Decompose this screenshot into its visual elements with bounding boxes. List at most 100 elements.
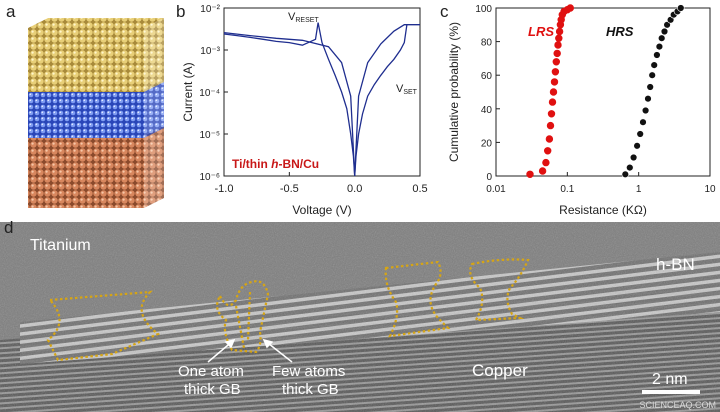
gb-outline-3 <box>384 260 451 338</box>
lrs-data-point <box>566 4 575 12</box>
hrs-data-point <box>641 106 650 115</box>
scale-bar-label: 2 nm <box>652 371 688 388</box>
lrs-data-point <box>551 68 560 76</box>
lrs-data-point <box>545 135 554 143</box>
panel-letter-a: a <box>6 2 16 21</box>
gb-outline-4 <box>469 258 530 322</box>
few-atoms-gb-label-line1: Few atoms <box>272 363 345 380</box>
iv-x-tick-label: 0.5 <box>412 183 427 195</box>
lrs-data-point <box>552 58 561 66</box>
cdf-y-tick-label: 20 <box>481 138 493 149</box>
iv-sweep-line-1 <box>223 22 420 177</box>
cdf-series <box>526 4 685 179</box>
gb-outline-1 <box>46 290 161 362</box>
iv-curve-chart: 10⁻⁶ 10⁻⁵ 10⁻⁴ 10⁻³ 10⁻² -1.0 -0.5 0.0 0.5 Curr… <box>181 4 428 217</box>
cdf-x-tick-label: 1 <box>636 184 642 195</box>
panel-letter-c: c <box>440 2 449 21</box>
cdf-x-ticks: 0.01 0.1 1 10 <box>486 172 716 195</box>
lrs-data-point <box>546 121 555 130</box>
resistance-cdf-chart: 0 20 40 60 80 100 0.01 0.1 1 10 Cumulative proba… <box>447 4 716 217</box>
hrs-data-point <box>636 130 644 138</box>
titanium-layer-right <box>144 18 164 92</box>
lrs-data-point <box>538 167 547 175</box>
iv-y-axis-label: Current (A) <box>181 62 195 121</box>
titanium-layer-side <box>28 28 144 92</box>
hrs-data-point <box>660 27 669 36</box>
lrs-data-point <box>548 98 557 106</box>
hrs-data-point <box>648 71 656 79</box>
iv-x-tick-label: -0.5 <box>280 183 299 195</box>
iv-x-tick-label: 0.0 <box>347 183 362 195</box>
v-set-annotation: VSET <box>396 83 418 96</box>
tem-micrograph: Titanium h-BN Copper One atom thick GB F… <box>0 222 720 412</box>
lrs-data-point <box>555 34 563 42</box>
cdf-y-ticks: 0 20 40 60 80 100 <box>475 4 500 183</box>
hrs-legend-label: HRS <box>606 24 634 39</box>
cdf-x-tick-label: 0.01 <box>486 184 506 195</box>
cdf-plot-frame <box>495 7 711 177</box>
lrs-data-point <box>549 88 558 96</box>
few-atoms-gb-label-line2: thick GB <box>282 381 339 398</box>
lrs-data-point <box>526 170 534 179</box>
source-watermark: SCIENCEAQ.COM <box>639 400 716 410</box>
lrs-data-point <box>553 49 561 58</box>
hrs-data-point <box>653 51 661 59</box>
gb-outline-2b <box>234 291 252 349</box>
iv-y-ticks: 10⁻⁶ 10⁻⁵ 10⁻⁴ 10⁻³ 10⁻² <box>199 4 228 183</box>
hrs-data-point <box>644 94 652 103</box>
cdf-y-axis-label: Cumulative probability (%) <box>447 22 461 162</box>
cdf-x-tick-label: 0.1 <box>560 184 574 195</box>
iv-y-tick-label: 10⁻² <box>200 4 220 15</box>
cdf-y-tick-label: 100 <box>475 4 492 15</box>
device-stack-label: Ti/thin h-BN/Cu <box>232 157 319 171</box>
panel-letter-d: d <box>4 218 14 237</box>
lrs-data-point <box>543 147 552 155</box>
lrs-data-point <box>554 41 562 49</box>
iv-y-tick-label: 10⁻³ <box>200 46 220 57</box>
hbn-label: h-BN <box>656 255 695 274</box>
iv-y-tick-label: 10⁻⁴ <box>199 88 220 99</box>
tem-noise-texture <box>0 222 720 412</box>
hrs-data-point <box>677 4 685 12</box>
cdf-x-tick-label: 10 <box>704 184 716 195</box>
panel-letter-b: b <box>176 2 186 21</box>
hrs-data-point <box>658 34 666 42</box>
hrs-data-point <box>639 118 647 126</box>
cdf-y-tick-label: 0 <box>486 172 492 183</box>
hrs-data-point <box>626 163 634 172</box>
scale-bar <box>642 390 700 394</box>
iv-plot-frame <box>223 7 421 177</box>
panel-a-device-stack <box>28 18 164 208</box>
hrs-data-point <box>655 42 664 51</box>
titanium-layer-top <box>28 18 164 28</box>
lrs-legend-label: LRS <box>528 24 554 39</box>
iv-series <box>223 22 420 177</box>
hrs-data-point <box>663 21 671 29</box>
iv-y-tick-label: 10⁻⁶ <box>199 172 220 183</box>
iv-x-tick-label: -1.0 <box>215 183 234 195</box>
hrs-data-point <box>621 170 630 179</box>
iv-plot-frame-group <box>223 7 421 177</box>
cdf-y-tick-label: 60 <box>481 71 493 82</box>
grain-boundary-outlines <box>46 258 530 362</box>
cdf-y-tick-label: 80 <box>481 38 493 49</box>
gb-outline-2 <box>215 280 270 354</box>
hrs-data-point <box>650 61 658 69</box>
lrs-data-point <box>542 158 550 167</box>
few-atoms-arrowhead <box>262 338 274 349</box>
iv-sweep-line-2 <box>223 24 407 177</box>
hrs-data-point <box>629 153 638 162</box>
one-atom-gb-label-line2: thick GB <box>184 381 241 398</box>
iv-y-tick-label: 10⁻⁵ <box>199 130 220 141</box>
hbn-layer-side <box>28 90 144 138</box>
copper-layer-side <box>28 136 144 208</box>
gb-pointer-arrows <box>207 338 293 363</box>
lrs-data-point <box>550 78 559 86</box>
lrs-data-point <box>555 27 564 36</box>
hrs-data-point <box>646 83 654 91</box>
cdf-y-tick-label: 40 <box>481 105 493 116</box>
one-atom-arrowhead <box>224 338 236 349</box>
v-reset-annotation: VRESET <box>288 11 319 24</box>
hbn-layer-right <box>144 80 164 138</box>
copper-layer-right <box>144 126 164 208</box>
